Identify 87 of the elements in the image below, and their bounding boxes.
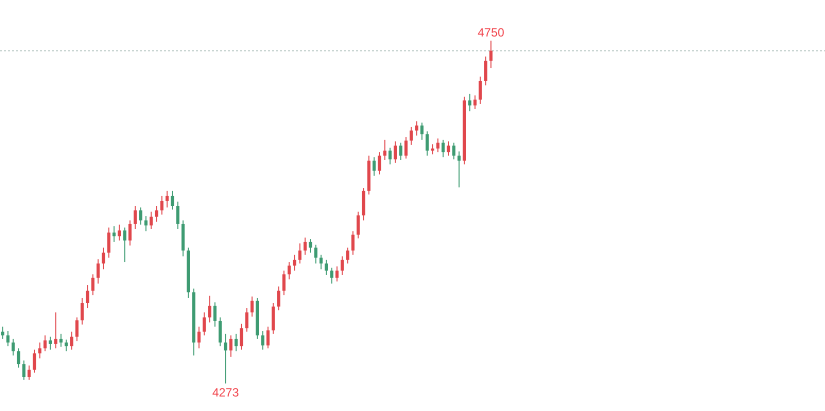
candlestick [202, 312, 206, 336]
candlestick [346, 247, 350, 264]
candlestick [304, 237, 307, 256]
candlestick [240, 323, 244, 350]
candlestick [489, 40, 493, 69]
candlestick [320, 254, 323, 270]
candlestick [388, 147, 392, 165]
candlestick [16, 348, 20, 368]
candlestick [378, 152, 382, 175]
candlestick [75, 316, 79, 342]
candlestick [170, 190, 174, 210]
candlestick [234, 333, 238, 352]
candlestick [452, 142, 456, 160]
candlestick [12, 338, 15, 356]
candlestick [176, 201, 180, 230]
annotation: 4273 [212, 385, 240, 400]
candlestick [144, 216, 148, 232]
candlestick [356, 211, 360, 239]
candlestick [415, 120, 418, 136]
candlestick [96, 258, 100, 284]
candlestick [54, 312, 58, 349]
candlestick [458, 150, 461, 188]
candlestick [468, 93, 472, 112]
candlestick [351, 230, 355, 256]
candlestick [446, 140, 450, 156]
candlestick [272, 302, 275, 334]
candlestick [6, 330, 10, 347]
candlestick [324, 259, 328, 276]
candlestick [59, 333, 63, 348]
candlestick [166, 190, 169, 208]
candlestick [229, 334, 232, 358]
candlestick [282, 270, 286, 296]
candlestick [314, 244, 318, 264]
candlestick [107, 227, 110, 258]
candlestick [383, 139, 386, 161]
candlestick [399, 142, 402, 161]
candlestick [245, 308, 248, 332]
candlestick [112, 226, 116, 242]
candlestick [442, 139, 445, 158]
candlestick [410, 126, 413, 146]
candlestick [436, 138, 440, 153]
candlestick [70, 331, 74, 350]
candlestick [404, 136, 408, 160]
candlestick [372, 156, 376, 176]
candlestick [426, 130, 429, 156]
candlestick [48, 336, 52, 350]
candlestick [224, 333, 228, 384]
candlestick [208, 295, 212, 323]
candlestick [32, 349, 36, 374]
candlestick [261, 330, 264, 350]
candlestick [22, 360, 26, 380]
candlestick [102, 247, 106, 270]
candlestick [91, 274, 94, 296]
candlestick [134, 206, 137, 230]
candlestick [218, 316, 222, 347]
candlestick [478, 76, 482, 104]
candlestick [80, 297, 84, 326]
candlestick [86, 284, 90, 309]
candlestick [139, 206, 142, 226]
candlestick [43, 334, 47, 352]
candlestick [308, 238, 312, 254]
candlestick [1, 326, 4, 340]
candlestick [123, 227, 126, 263]
candlestick [64, 339, 68, 352]
candlestick [292, 254, 296, 272]
candlestick [197, 326, 201, 349]
candlestick [298, 242, 302, 264]
candlestick [335, 266, 339, 282]
candlestick [266, 326, 270, 349]
candlestick [118, 224, 121, 241]
candlestick [330, 267, 334, 284]
candlestick [128, 220, 132, 246]
candlestick [28, 365, 31, 380]
candlestick [473, 94, 477, 110]
candlestick [288, 262, 291, 280]
candlestick [38, 342, 42, 359]
candlestick [277, 286, 280, 311]
candlestick [420, 122, 424, 140]
annotation: 4750 [478, 26, 505, 40]
candlestick [484, 56, 488, 86]
candlestick [394, 140, 397, 164]
candlestick [150, 211, 153, 230]
candlestick [340, 256, 344, 276]
candlestick [160, 195, 164, 216]
candlestick [213, 302, 217, 328]
candlestick [250, 296, 254, 318]
candlestick [154, 206, 158, 222]
